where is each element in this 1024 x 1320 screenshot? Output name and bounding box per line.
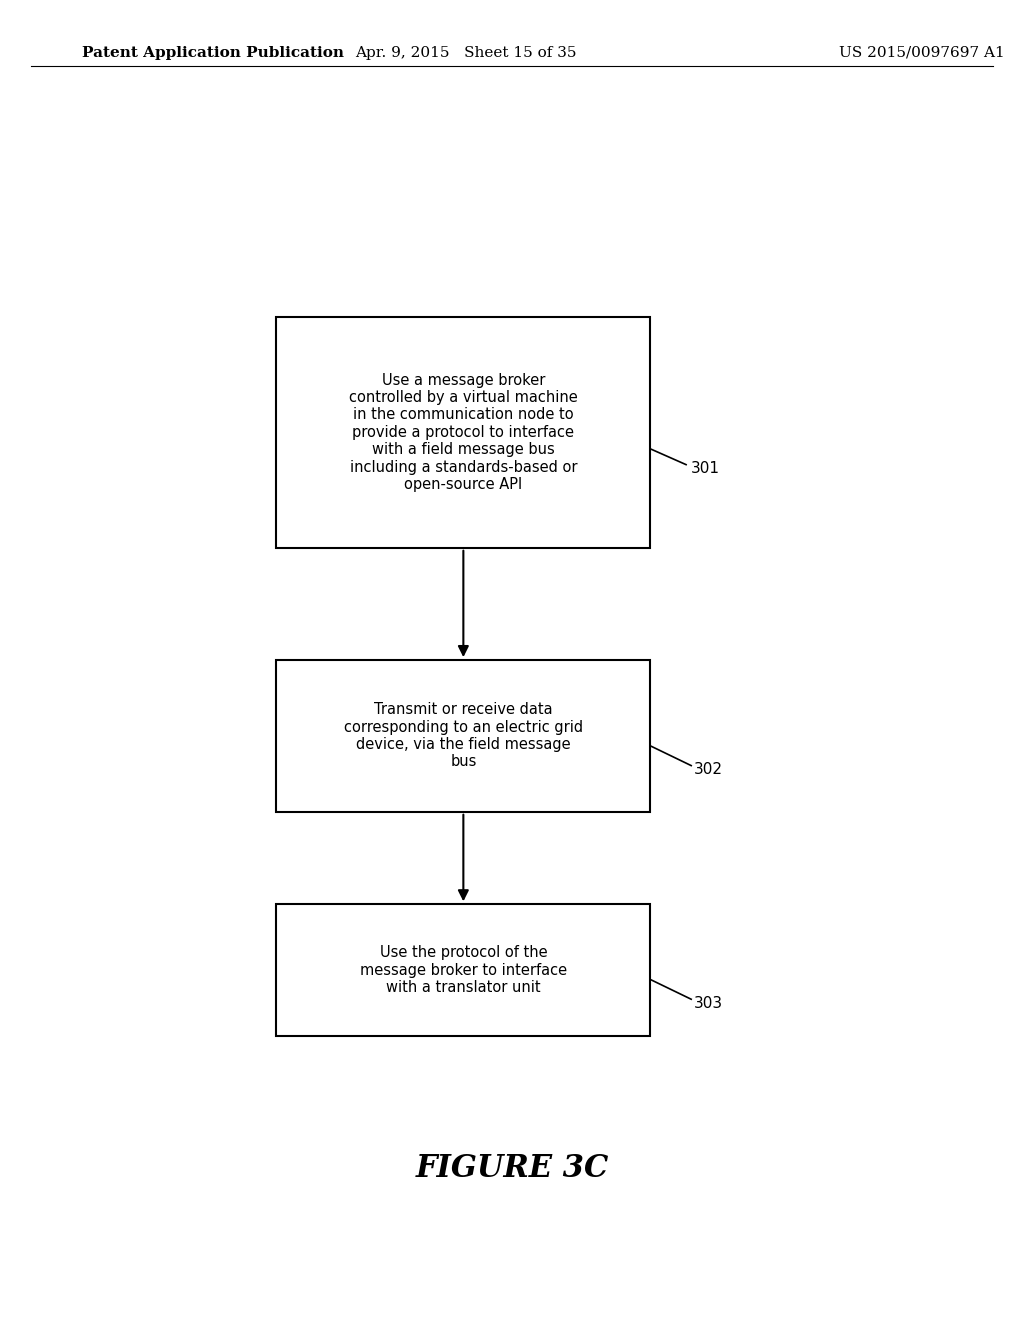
Text: Apr. 9, 2015   Sheet 15 of 35: Apr. 9, 2015 Sheet 15 of 35 xyxy=(355,46,577,59)
Text: 302: 302 xyxy=(694,762,723,777)
Text: US 2015/0097697 A1: US 2015/0097697 A1 xyxy=(839,46,1005,59)
Text: Transmit or receive data
corresponding to an electric grid
device, via the field: Transmit or receive data corresponding t… xyxy=(344,702,583,770)
Text: FIGURE 3C: FIGURE 3C xyxy=(416,1152,608,1184)
Text: Use the protocol of the
message broker to interface
with a translator unit: Use the protocol of the message broker t… xyxy=(359,945,567,995)
FancyBboxPatch shape xyxy=(276,660,650,812)
Text: Use a message broker
controlled by a virtual machine
in the communication node t: Use a message broker controlled by a vir… xyxy=(349,372,578,492)
FancyBboxPatch shape xyxy=(276,317,650,548)
Text: 303: 303 xyxy=(694,995,723,1011)
FancyBboxPatch shape xyxy=(276,904,650,1036)
Text: Patent Application Publication: Patent Application Publication xyxy=(82,46,344,59)
Text: 301: 301 xyxy=(691,461,720,477)
